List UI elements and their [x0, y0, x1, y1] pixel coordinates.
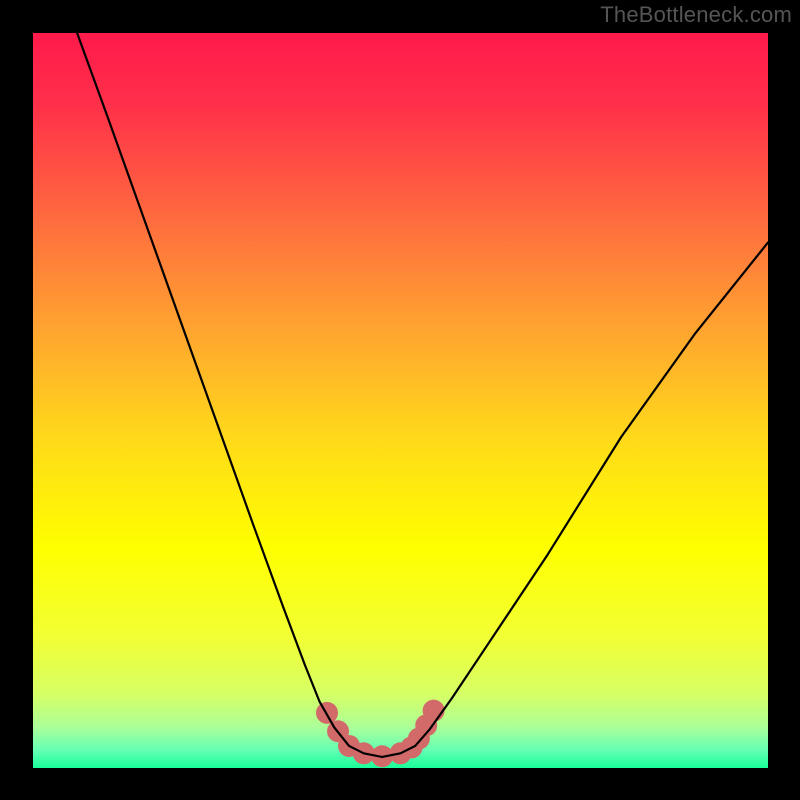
curve-marker: [423, 700, 445, 722]
gradient-plot-area: [33, 33, 768, 768]
chart-svg: [0, 0, 800, 800]
chart-root: TheBottleneck.com: [0, 0, 800, 800]
